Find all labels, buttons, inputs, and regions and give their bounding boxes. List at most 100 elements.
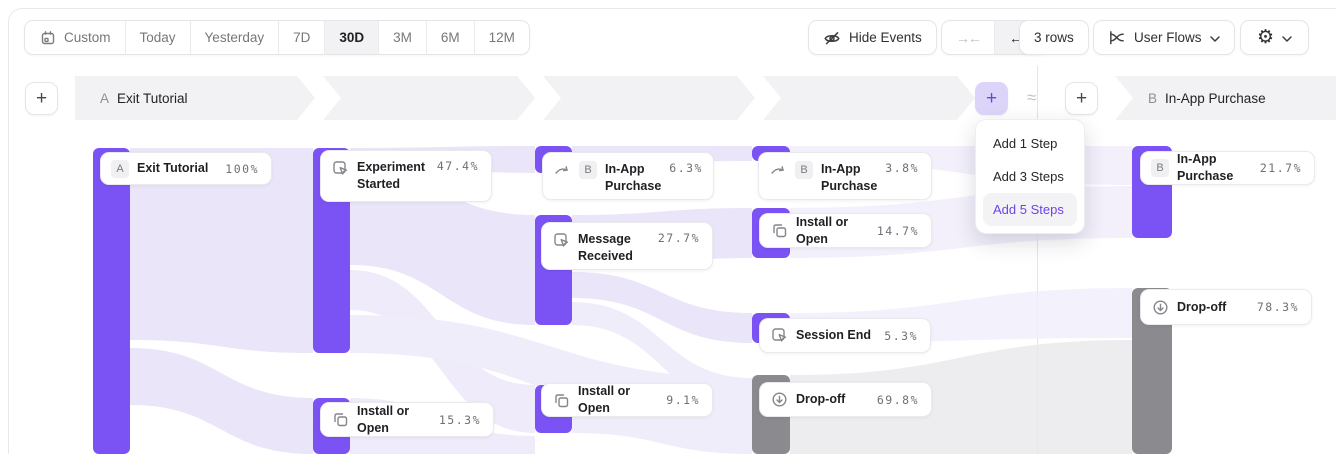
drop-off-icon (1151, 298, 1169, 316)
node-title: Message Received (578, 232, 633, 263)
chevron-down-icon (1209, 30, 1220, 45)
node-card-in-app-purchase[interactable]: B In-App Purchase 3.8% (758, 152, 932, 200)
event-click-icon (770, 327, 788, 345)
node-percentage: 78.3% (1256, 300, 1299, 314)
step-b-band-segment (1115, 76, 1336, 120)
add-steps-button-active[interactable]: + (975, 82, 1008, 115)
node-card-in-app-purchase[interactable]: B In-App Purchase 6.3% (542, 152, 714, 200)
node-card-install-or-open[interactable]: Install or Open 14.7% (759, 213, 932, 248)
rows-button[interactable]: 3 rows (1019, 20, 1089, 55)
user-flows-icon (1108, 29, 1126, 47)
node-card-drop-off-b[interactable]: Drop-off 78.3% (1140, 289, 1312, 325)
node-card-message-received[interactable]: Message Received 27.7% (541, 222, 713, 270)
node-percentage: 69.8% (876, 392, 919, 407)
node-percentage: 3.8% (885, 161, 919, 175)
node-title: Install or Open (796, 214, 849, 246)
node-card-in-app-purchase-b[interactable]: B In-App Purchase 21.7% (1140, 151, 1315, 185)
chevron-down-icon (1282, 30, 1292, 45)
node-title: In-App Purchase (1177, 152, 1234, 183)
date-range-label: Custom (64, 30, 111, 45)
drop-off-icon (770, 391, 788, 409)
step-a-band-segment (75, 76, 315, 120)
combined-event-icon (770, 222, 788, 240)
rows-label: 3 rows (1034, 30, 1074, 45)
node-title: Install or Open (357, 403, 410, 435)
date-range-7d[interactable]: 7D (279, 21, 326, 54)
step-b-letter: B (1148, 90, 1158, 106)
node-title: In-App Purchase (605, 162, 662, 193)
node-card-drop-off[interactable]: Drop-off 69.8% (759, 382, 932, 417)
column-separator-line (1037, 66, 1038, 454)
step-band-segment (323, 76, 535, 120)
eye-off-icon (823, 29, 841, 47)
node-card-install-or-open[interactable]: Install or Open 15.3% (320, 402, 494, 437)
date-range-12m[interactable]: 12M (488, 30, 515, 45)
add-step-left-button[interactable]: + (25, 82, 58, 115)
node-title: Exit Tutorial (137, 161, 209, 176)
add-steps-menu: Add 1 Step Add 3 Steps Add 5 Steps (975, 119, 1085, 234)
node-title: Experiment Started (357, 160, 426, 191)
node-percentage: 21.7% (1259, 161, 1302, 175)
date-range-selector: Custom Today Yesterday 7D 30D 3M 6M 12M (24, 20, 530, 55)
step-b-header: B In-App Purchase (1148, 76, 1266, 120)
node-title: In-App Purchase (821, 162, 878, 193)
date-range-30d[interactable]: 30D (325, 21, 380, 54)
step-b-badge: B (795, 161, 813, 179)
step-b-title: In-App Purchase (1165, 90, 1266, 106)
combined-event-icon (552, 391, 570, 409)
node-percentage: 14.7% (876, 223, 919, 238)
node-title: Drop-off (796, 392, 846, 407)
gear-icon: ⚙ (1257, 26, 1275, 48)
combined-event-icon (331, 411, 349, 429)
node-card-install-or-open[interactable]: Install or Open 9.1% (541, 383, 713, 417)
hide-events-label: Hide Events (849, 30, 922, 45)
step-a-title: Exit Tutorial (117, 90, 188, 106)
date-range-yesterday[interactable]: Yesterday (191, 21, 280, 54)
view-label: User Flows (1134, 30, 1202, 45)
step-band-segment (543, 76, 755, 120)
date-range-6m[interactable]: 6M (427, 21, 475, 54)
step-a-header: A Exit Tutorial (100, 76, 188, 120)
node-card-exit-tutorial[interactable]: A Exit Tutorial 100% (100, 152, 272, 185)
node-percentage: 27.7% (657, 231, 700, 245)
calendar-icon (39, 29, 57, 47)
flow-bar-exit-tutorial[interactable] (93, 148, 130, 454)
collapse-columns-button[interactable]: →← (942, 21, 995, 54)
add-step-before-b-button[interactable]: + (1065, 82, 1098, 115)
step-a-letter: A (100, 90, 110, 106)
node-title: Drop-off (1177, 299, 1227, 314)
jump-step-icon (553, 161, 571, 179)
event-click-icon (552, 231, 570, 249)
node-card-session-end[interactable]: Session End 5.3% (759, 318, 931, 353)
collapse-icon: →← (956, 29, 982, 46)
event-click-icon (331, 159, 349, 177)
plus-icon: + (985, 87, 998, 109)
step-b-badge: B (1151, 159, 1169, 177)
date-range-today[interactable]: Today (126, 21, 191, 54)
approx-symbol: ≈ (1027, 88, 1037, 107)
node-percentage: 6.3% (669, 161, 703, 175)
menu-item-add-1-step[interactable]: Add 1 Step (993, 136, 1058, 151)
date-range-custom[interactable]: Custom (25, 21, 126, 54)
node-title: Session End (796, 328, 872, 343)
date-range-3m[interactable]: 3M (379, 21, 427, 54)
node-card-experiment-started[interactable]: Experiment Started 47.4% (320, 150, 492, 202)
step-b-badge: B (579, 161, 597, 179)
view-selector-button[interactable]: User Flows (1093, 20, 1235, 55)
node-percentage: 15.3% (438, 412, 481, 427)
plus-icon: + (1075, 87, 1088, 109)
node-percentage: 47.4% (436, 159, 479, 173)
settings-button[interactable]: ⚙ (1240, 20, 1310, 55)
step-a-badge: A (111, 159, 129, 178)
step-band-segment (763, 76, 975, 120)
node-percentage: 100% (225, 161, 259, 176)
menu-item-add-5-steps[interactable]: Add 5 Steps (983, 193, 1077, 226)
plus-icon: + (35, 87, 48, 109)
jump-step-icon (769, 161, 787, 179)
node-percentage: 5.3% (884, 328, 918, 343)
menu-item-add-3-steps[interactable]: Add 3 Steps (993, 169, 1064, 184)
node-title: Install or Open (578, 384, 631, 415)
hide-events-button[interactable]: Hide Events (808, 20, 937, 55)
node-percentage: 9.1% (666, 393, 700, 407)
